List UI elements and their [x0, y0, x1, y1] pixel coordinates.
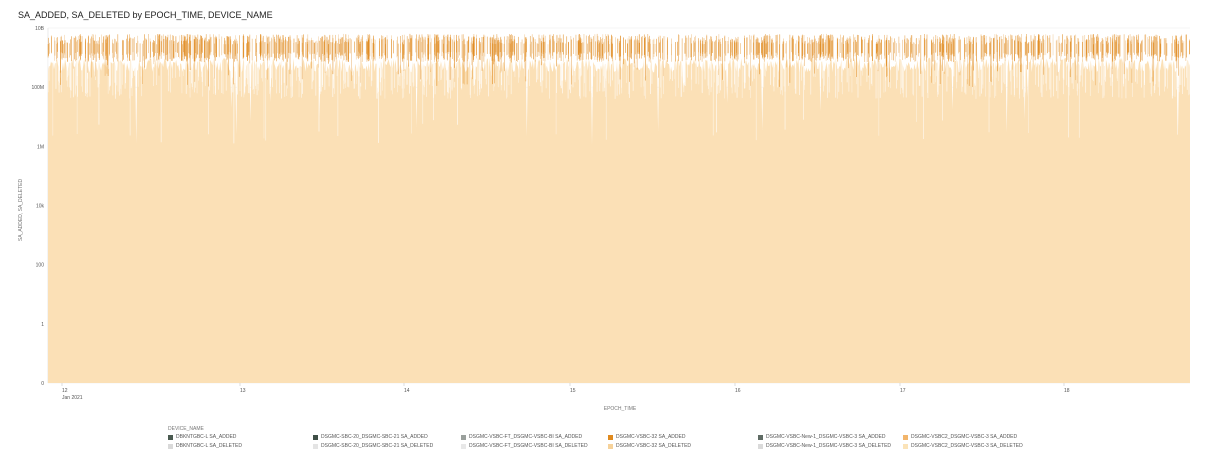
chart-title: SA_ADDED, SA_DELETED by EPOCH_TIME, DEVI… [18, 10, 273, 20]
legend-label: DSGMC-VSBC-32 SA_DELETED [616, 443, 692, 449]
legend-swatch [168, 434, 173, 440]
legend-swatch [461, 443, 466, 449]
legend-title: DEVICE_NAME [168, 426, 204, 432]
legend-label: DSGMC-SBC-20_DSGMC-SBC-21 SA_DELETED [321, 443, 434, 449]
y-tick-label: 10B [35, 26, 45, 32]
x-subtick-label: Jan 2021 [62, 395, 83, 401]
legend-label: DBKNTGBC-L SA_ADDED [176, 434, 237, 440]
legend-swatch [758, 434, 763, 440]
x-tick-label: 14 [404, 388, 410, 394]
legend-swatch [608, 434, 613, 440]
legend-item[interactable]: DSGMC-VSBC-32 SA_ADDED [608, 434, 685, 440]
legend-item[interactable]: DSGMC-VSBC2_DSGMC-VSBC-3 SA_ADDED [903, 434, 1017, 440]
legend-label: DSGMC-VSBC-FT_DSGMC-VSBC-BI SA_DELETED [469, 443, 588, 449]
legend-swatch [608, 443, 613, 449]
legend-swatch [758, 443, 763, 449]
legend-item[interactable]: DSGMC-VSBC-New-1_DSGMC-VSBC-3 SA_ADDED [758, 434, 885, 440]
y-tick-label: 100 [36, 263, 45, 269]
legend-item[interactable]: DSGMC-VSBC-FT_DSGMC-VSBC-BI SA_DELETED [461, 443, 588, 449]
y-tick-label: 10k [36, 204, 45, 210]
legend-swatch [903, 443, 908, 449]
legend-label: DSGMC-VSBC-New-1_DSGMC-VSBC-3 SA_DELETED [766, 443, 892, 449]
legend-item[interactable]: DSGMC-SBC-20_DSGMC-SBC-21 SA_DELETED [313, 443, 433, 449]
legend-swatch [903, 434, 908, 440]
plot-area [47, 33, 1190, 383]
x-axis-label: EPOCH_TIME [604, 406, 637, 412]
legend-label: DSGMC-VSBC-New-1_DSGMC-VSBC-3 SA_ADDED [766, 434, 886, 440]
legend-label: DSGMC-VSBC2_DSGMC-VSBC-3 SA_DELETED [911, 443, 1023, 449]
y-tick-label: 1 [41, 322, 44, 328]
y-axis: 0 1 100 10k 1M 100M 10B [31, 26, 44, 387]
legend-item[interactable]: DSGMC-VSBC-32 SA_DELETED [608, 443, 691, 449]
legend-swatch [168, 443, 173, 449]
legend-label: DSGMC-VSBC-32 SA_ADDED [616, 434, 686, 440]
x-tick-label: 13 [240, 388, 246, 394]
series-area-sa-deleted [48, 57, 1190, 383]
legend-item[interactable]: DBKNTGBC-L SA_ADDED [168, 434, 236, 440]
legend-swatch [461, 434, 466, 440]
series-deleted-spikes [47, 48, 1190, 144]
legend-item[interactable]: DSGMC-VSBC-New-1_DSGMC-VSBC-3 SA_DELETED [758, 443, 891, 449]
legend-swatch [313, 434, 318, 440]
legend-item[interactable]: DSGMC-VSBC2_DSGMC-VSBC-3 SA_DELETED [903, 443, 1023, 449]
y-tick-label: 0 [41, 381, 44, 387]
legend-label: DSGMC-SBC-20_DSGMC-SBC-21 SA_ADDED [321, 434, 428, 440]
y-tick-label: 100M [31, 85, 44, 91]
x-tick-label: 12 [62, 388, 68, 394]
series-added-band [47, 33, 1190, 88]
x-tick-label: 16 [735, 388, 741, 394]
legend-label: DSGMC-VSBC2_DSGMC-VSBC-3 SA_ADDED [911, 434, 1018, 440]
y-tick-label: 1M [37, 144, 44, 150]
x-tick-label: 15 [570, 388, 576, 394]
legend-label: DBKNTGBC-L SA_DELETED [176, 443, 242, 449]
legend-item[interactable]: DSGMC-SBC-20_DSGMC-SBC-21 SA_ADDED [313, 434, 428, 440]
x-tick-label: 18 [1064, 388, 1070, 394]
y-axis-label: SA_ADDED, SA_DELETED [18, 178, 24, 241]
legend-item[interactable]: DBKNTGBC-L SA_DELETED [168, 443, 242, 449]
legend-item[interactable]: DSGMC-VSBC-FT_DSGMC-VSBC-BI SA_ADDED [461, 434, 582, 440]
x-tick-label: 17 [900, 388, 906, 394]
legend-swatch [313, 443, 318, 449]
legend-label: DSGMC-VSBC-FT_DSGMC-VSBC-BI SA_ADDED [469, 434, 583, 440]
x-axis: 12 13 14 15 16 17 18 [61, 383, 1070, 394]
